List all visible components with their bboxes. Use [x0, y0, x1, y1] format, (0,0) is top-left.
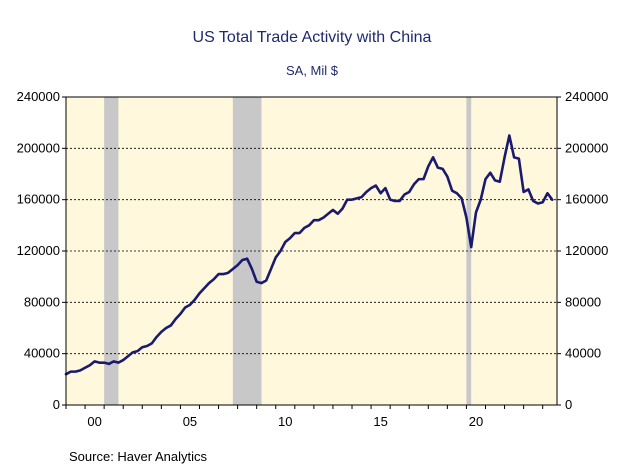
x-tick-label: 20 — [469, 414, 483, 429]
x-tick-label: 00 — [87, 414, 101, 429]
recession-band — [466, 97, 472, 405]
x-tick-label: 10 — [278, 414, 292, 429]
y-tick-label-right: 40000 — [565, 346, 601, 361]
x-tick-label: 05 — [183, 414, 197, 429]
y-tick-label-right: 120000 — [565, 243, 608, 258]
plot-border — [65, 96, 558, 406]
y-tick-label-right: 160000 — [565, 192, 608, 207]
chart-subtitle: SA, Mil $ — [285, 63, 338, 78]
series-line — [64, 134, 554, 376]
y-tick-label-right: 200000 — [565, 140, 608, 155]
y-tick-label-left: 80000 — [24, 294, 60, 309]
y-tick-label-left: 120000 — [17, 243, 60, 258]
chart-title: US Total Trade Activity with China — [192, 29, 432, 46]
y-tick-label-left: 0 — [53, 397, 60, 412]
y-tick-label-left: 40000 — [24, 346, 60, 361]
source-note: Source: Haver Analytics — [69, 449, 208, 464]
y-tick-label-left: 200000 — [17, 140, 60, 155]
y-tick-label-right: 0 — [565, 397, 572, 412]
x-tick-label: 15 — [373, 414, 387, 429]
y-tick-label-right: 80000 — [565, 294, 601, 309]
y-tick-label-left: 160000 — [17, 192, 60, 207]
y-tick-label-right: 240000 — [565, 89, 608, 104]
y-tick-label-left: 240000 — [17, 89, 60, 104]
